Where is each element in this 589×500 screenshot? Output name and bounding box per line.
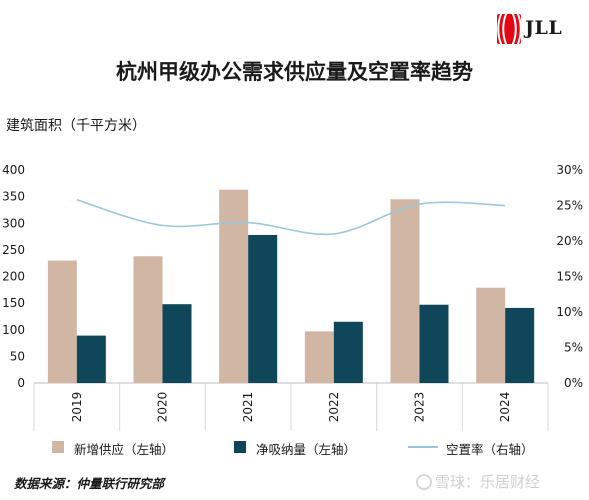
bar-absorption-2023	[419, 304, 449, 383]
legend-label-absorption: 净吸纳量（左轴）	[256, 442, 357, 457]
y2-tick-label: 30%	[556, 163, 583, 177]
jll-logo-text: JLL	[525, 17, 563, 39]
data-source: 数据来源：仲量联行研究部	[14, 476, 165, 491]
chart-canvas: 0 50 100 150 200 250 300 350 400 0% 5% 10% 15% 20% 25%…	[2, 163, 583, 431]
snowball-icon	[416, 474, 432, 490]
legend-line-vacancy	[408, 446, 438, 448]
y-tick-label: 400	[2, 163, 25, 177]
x-tick-label: 2024	[498, 392, 512, 423]
jll-logo: JLL	[497, 14, 577, 46]
y-tick-label: 100	[2, 323, 25, 337]
bar-absorption-2019	[76, 335, 106, 383]
y2-tick-label: 15%	[556, 270, 583, 284]
bar-supply-2020	[133, 256, 163, 383]
y-tick-label: 250	[2, 243, 25, 257]
y-tick-label: 200	[2, 270, 25, 284]
x-tick-label: 2023	[413, 392, 427, 423]
jll-logo-mark-icon	[497, 14, 521, 44]
legend-label-vacancy: 空置率（右轴）	[446, 442, 534, 457]
bar-absorption-2024	[505, 307, 535, 383]
bar-supply-2024	[476, 287, 506, 383]
x-tick-label: 2019	[70, 392, 84, 423]
bar-supply-2021	[219, 189, 249, 383]
bar-absorption-2021	[248, 234, 278, 383]
x-tick-label: 2020	[156, 392, 170, 423]
legend-swatch-supply	[52, 441, 64, 453]
y2-tick-label: 0%	[564, 376, 583, 390]
x-tick-label: 2022	[327, 392, 341, 423]
legend-label-supply: 新增供应（左轴）	[74, 442, 175, 457]
y-axis-title: 建筑面积（千平方米）	[6, 118, 146, 134]
y-tick-label: 50	[10, 349, 25, 363]
y2-tick-label: 25%	[556, 199, 583, 213]
y-tick-label: 150	[2, 296, 25, 310]
watermark-text: 雪球：乐居财经	[435, 473, 541, 491]
bar-supply-2022	[304, 331, 334, 383]
bar-supply-2023	[390, 199, 420, 383]
y2-tick-label: 10%	[556, 305, 583, 319]
bar-absorption-2020	[162, 304, 192, 383]
chart-title: 杭州甲级办公需求供应量及空置率趋势	[116, 60, 473, 84]
y-tick-label: 0	[17, 376, 25, 390]
y2-tick-label: 20%	[556, 234, 583, 248]
watermark: 雪球：乐居财经	[416, 471, 540, 492]
y-tick-label: 350	[2, 190, 25, 204]
y2-tick-label: 5%	[564, 341, 583, 355]
legend-swatch-absorption	[234, 441, 246, 453]
line-vacancy-rate	[76, 199, 506, 236]
y-tick-label: 300	[2, 216, 25, 230]
bar-absorption-2022	[333, 321, 363, 383]
x-tick-label: 2021	[241, 392, 255, 423]
bar-supply-2019	[47, 260, 77, 383]
